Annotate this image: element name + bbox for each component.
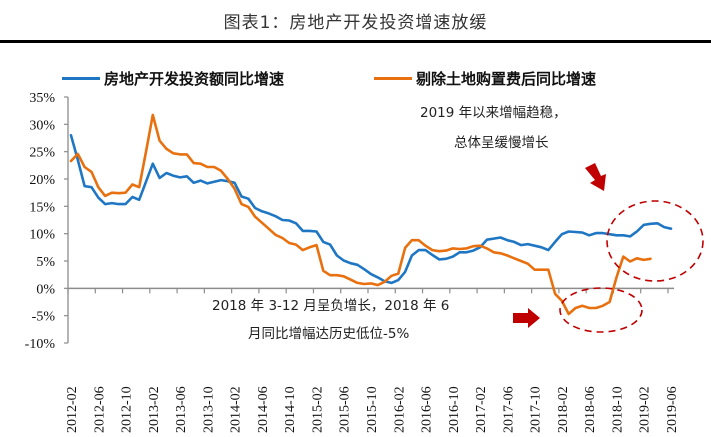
annotation-2018-line2: 月同比增幅达历史低位-5%	[248, 326, 409, 342]
x-tick-label: 2014-06	[256, 386, 271, 433]
x-tick-label: 2018-02	[556, 386, 571, 433]
y-tick-label: -10%	[25, 337, 56, 352]
legend-label-excluding-land: 剔除土地购置费后同比增速	[416, 70, 597, 88]
x-tick-label: 2014-10	[283, 386, 298, 433]
x-tick-label: 2016-02	[392, 386, 407, 433]
x-tick-label: 2018-06	[583, 386, 598, 433]
y-tick-label: 0%	[36, 282, 55, 297]
x-tick-label: 2013-02	[147, 386, 162, 433]
y-tick-label: 35%	[29, 91, 55, 106]
x-tick-label: 2017-10	[529, 386, 544, 433]
y-tick-label: 20%	[29, 173, 55, 188]
highlight-circle-2018	[559, 287, 643, 333]
y-tick-label: 5%	[36, 255, 55, 270]
legend-item-excluding-land: 剔除土地购置费后同比增速	[374, 68, 596, 89]
annotation-2019-line2: 总体呈缓慢增长	[454, 134, 549, 151]
x-tick-label: 2012-06	[92, 386, 107, 433]
x-tick-label: 2016-10	[447, 386, 462, 433]
y-tick-label: 30%	[29, 118, 55, 133]
y-tick-label: 15%	[29, 200, 55, 215]
x-tick-label: 2012-10	[120, 386, 135, 433]
x-tick-label: 2013-10	[201, 386, 216, 433]
chart-legend: 房地产开发投资额同比增速 剔除土地购置费后同比增速	[0, 68, 711, 90]
y-tick-label: -5%	[32, 310, 56, 325]
legend-swatch-investment	[62, 77, 100, 80]
legend-label-investment: 房地产开发投资额同比增速	[104, 70, 285, 88]
title-rule	[0, 40, 711, 43]
x-tick-label: 2015-06	[338, 386, 353, 433]
figure-title: 图表1：房地产开发投资增速放缓	[223, 13, 488, 33]
x-tick-label: 2017-02	[474, 386, 489, 433]
x-tick-label: 2017-06	[501, 386, 516, 433]
y-tick-label: 25%	[29, 146, 55, 161]
legend-swatch-excluding-land	[374, 77, 412, 80]
x-tick-label: 2013-06	[174, 386, 189, 433]
y-tick-label: 10%	[29, 228, 55, 243]
x-tick-label: 2019-06	[665, 386, 680, 433]
x-tick-label: 2012-02	[65, 386, 80, 433]
arrow-down-icon	[585, 163, 606, 191]
series-line-1	[69, 113, 652, 316]
x-tick-label: 2015-02	[310, 386, 325, 433]
series-line-0	[69, 134, 673, 285]
chart-axes: 35% 30% 25% 20% 15% 10% 5% 0% -5% -10% 2012-02 2012…	[25, 91, 680, 433]
x-tick-label: 2014-02	[229, 386, 244, 433]
legend-item-investment: 房地产开发投资额同比增速	[62, 68, 284, 89]
x-tick-label: 2018-10	[610, 386, 625, 433]
chart-annotations: 2019 年以来增幅趋稳， 总体呈缓慢增长 2018 年 3-12 月呈负增长，…	[212, 105, 704, 342]
annotation-2018-line1: 2018 年 3-12 月呈负增长，2018 年 6	[212, 298, 449, 314]
x-tick-label: 2019-02	[638, 386, 653, 433]
chart-lines	[69, 113, 673, 316]
x-tick-label: 2016-06	[420, 386, 435, 433]
highlight-circle-2019	[606, 200, 704, 282]
arrow-right-icon	[513, 308, 540, 328]
x-tick-label: 2015-10	[365, 386, 380, 433]
annotation-2019-line1: 2019 年以来增幅趋稳，	[420, 105, 567, 121]
